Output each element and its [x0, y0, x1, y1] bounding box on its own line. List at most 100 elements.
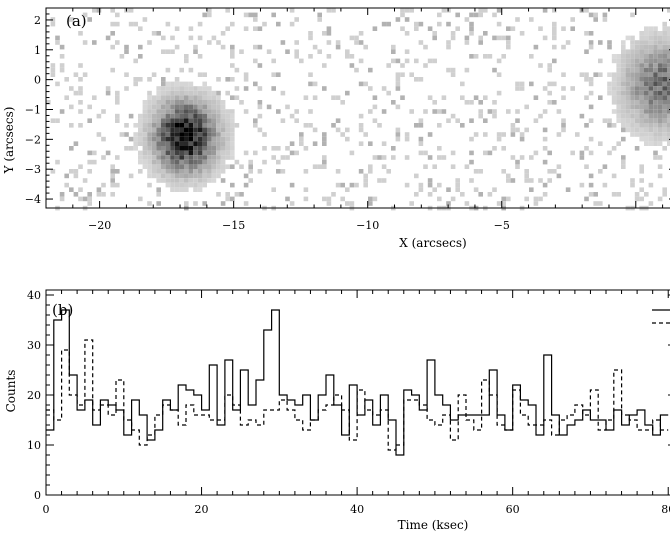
heatmap-pixel — [400, 63, 405, 68]
heatmap-pixel — [193, 90, 198, 96]
heatmap-pixel — [211, 173, 217, 179]
heatmap-pixel — [142, 109, 148, 114]
heatmap-pixel — [165, 141, 171, 146]
heatmap-pixel — [418, 40, 424, 45]
heatmap-pixel — [469, 159, 474, 165]
heatmap-pixel — [478, 40, 483, 45]
heatmap-pixel — [138, 127, 143, 133]
heatmap-pixel — [147, 159, 152, 165]
heatmap-pixel — [556, 164, 562, 169]
heatmap-pixel — [87, 150, 92, 156]
heatmap-pixel — [598, 169, 603, 174]
heatmap-pixel — [524, 173, 529, 179]
heatmap-pixel — [174, 123, 180, 128]
heatmap-pixel — [437, 21, 442, 27]
heatmap-pixel — [552, 100, 557, 105]
heatmap-pixel — [455, 187, 460, 192]
heatmap-pixel — [294, 17, 299, 22]
heatmap-pixel — [147, 113, 152, 119]
heatmap-pixel — [340, 132, 345, 137]
heatmap-pixel — [197, 127, 203, 133]
heatmap-pixel — [653, 77, 658, 82]
heatmap-pixel — [644, 113, 649, 119]
heatmap-pixel — [391, 49, 396, 54]
heatmap-pixel — [565, 187, 571, 192]
heatmap-pixel — [464, 164, 470, 169]
heatmap-pixel — [243, 77, 249, 82]
heatmap-pixel — [335, 127, 341, 133]
heatmap-pixel — [303, 123, 309, 128]
heatmap-pixel — [487, 109, 493, 114]
heatmap-pixel — [64, 173, 69, 179]
heatmap-pixel — [202, 104, 207, 110]
heatmap-pixel — [170, 187, 175, 192]
heatmap-pixel — [151, 141, 157, 146]
heatmap-pixel — [243, 12, 249, 18]
heatmap-pixel — [184, 113, 189, 119]
heatmap-pixel — [202, 150, 207, 156]
heatmap-pixel — [552, 31, 557, 36]
heatmap-pixel — [184, 109, 189, 114]
heatmap-pixel — [473, 169, 479, 174]
heatmap-pixel — [220, 164, 226, 169]
heatmap-pixel — [248, 169, 253, 174]
heatmap-pixel — [561, 44, 566, 50]
heatmap-pixel — [133, 136, 138, 142]
heatmap-pixel — [207, 141, 212, 146]
heatmap-pixel — [391, 44, 396, 50]
heatmap-pixel — [82, 72, 88, 77]
heatmap-pixel — [487, 192, 493, 197]
heatmap-pixel — [193, 169, 198, 174]
heatmap-pixel — [653, 67, 658, 73]
heatmap-pixel — [515, 164, 520, 169]
heatmap-pixel — [340, 182, 345, 188]
heatmap-pixel — [588, 150, 594, 156]
heatmap-pixel — [280, 90, 286, 96]
heatmap-pixel — [50, 118, 56, 123]
heatmap-pixel — [230, 63, 235, 68]
heatmap-pixel — [437, 146, 442, 151]
heatmap-pixel — [193, 118, 198, 123]
heatmap-pixel — [197, 72, 203, 77]
heatmap-pixel — [165, 136, 171, 142]
heatmap-pixel — [644, 104, 649, 110]
heatmap-pixel — [285, 155, 290, 160]
heatmap-pixel — [151, 118, 157, 123]
heatmap-pixel — [648, 113, 654, 119]
heatmap-pixel — [446, 201, 451, 206]
heatmap-pixel — [165, 118, 171, 123]
heatmap-pixel — [625, 77, 631, 82]
heatmap-pixel — [469, 12, 474, 18]
heatmap-pixel — [147, 146, 152, 151]
heatmap-pixel — [634, 54, 640, 59]
heatmap-pixel — [616, 141, 621, 146]
heatmap-pixel — [188, 146, 194, 151]
heatmap-pixel — [78, 164, 83, 169]
heatmap-pixel — [216, 40, 221, 45]
heatmap-pixel — [110, 21, 115, 27]
heatmap-pixel — [496, 132, 502, 137]
heatmap-pixel — [262, 132, 267, 137]
heatmap-pixel — [487, 150, 493, 156]
heatmap-pixel — [469, 100, 474, 105]
heatmap-pixel — [634, 100, 640, 105]
heatmap-pixel — [211, 146, 217, 151]
heatmap-pixel — [584, 31, 589, 36]
heatmap-pixel — [294, 40, 299, 45]
heatmap-pixel — [216, 104, 221, 110]
heatmap-pixel — [312, 127, 318, 133]
heatmap-pixel — [510, 26, 516, 31]
heatmap-pixel — [248, 12, 253, 18]
heatmap-pixel — [308, 54, 313, 59]
heatmap-pixel — [460, 81, 465, 87]
heatmap-pixel — [257, 100, 263, 105]
heatmap-pixel — [345, 136, 350, 142]
y-tick-label: 0 — [34, 74, 41, 87]
heatmap-pixel — [207, 150, 212, 156]
heatmap-pixel — [69, 187, 74, 192]
heatmap-pixel — [161, 169, 166, 174]
heatmap-pixel — [55, 81, 60, 87]
heatmap-pixel — [92, 150, 97, 156]
heatmap-pixel — [193, 44, 198, 50]
heatmap-pixel — [69, 146, 74, 151]
